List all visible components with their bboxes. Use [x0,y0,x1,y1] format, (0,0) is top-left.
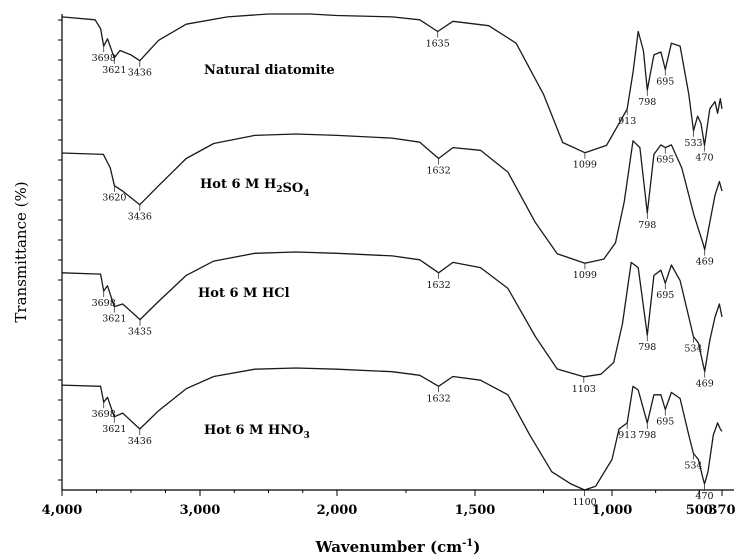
peak-label: 3621 [102,424,126,435]
x-axis-title: Wavenumber (cm-1) [315,538,481,556]
peak-label: 469 [696,379,714,390]
series-line [61,13,723,154]
peak-label: 798 [638,430,656,441]
peak-label: 3620 [102,193,126,204]
series-name-part: Hot 6 M HNO [204,423,303,438]
x-tick-label: 4,000 [42,503,83,518]
series-name-part: 3 [303,431,309,441]
y-ticks [58,19,62,481]
peak-label: 1099 [573,270,597,281]
peak-label: 3436 [128,68,152,79]
peak-label: 3698 [92,298,116,309]
series-name-label: Natural diatomite [204,63,335,78]
x-tick-label: 2,000 [317,503,358,518]
peak-label: 3621 [102,65,126,76]
x-tick-label: 3,000 [180,503,221,518]
x-tick-label: 370 [708,503,735,518]
series-line [61,251,723,378]
y-axis-title: Transmittance (%) [12,181,30,322]
peak-label: 1632 [427,280,451,291]
x-axis-title-sup: -1 [462,538,473,549]
peak-label: 533 [684,138,702,149]
series-name-label: Hot 6 M HNO3 [204,423,310,441]
peak-label: 3436 [128,212,152,223]
series-name-part: 2 [276,185,282,195]
peak-label: 534 [684,344,702,355]
peak-label: 913 [618,430,636,441]
peak-label: 1635 [426,39,450,50]
x-tick-label: 1,000 [592,503,633,518]
peak-label: 695 [656,417,674,428]
peak-label: 695 [656,290,674,301]
series-name-part: 4 [303,189,309,199]
peak-label: 3436 [128,436,152,447]
peak-label: 1632 [427,393,451,404]
peak-label: 1100 [573,497,597,508]
series-name-part: SO [283,181,304,196]
peak-label: 798 [638,97,656,108]
peak-label: 470 [695,152,713,163]
peak-label: 913 [618,116,636,127]
series-name-label: Hot 6 M H2SO4 [200,177,310,199]
peak-label: 3698 [92,409,116,420]
peak-label: 534 [684,460,702,471]
x-tick-label: 500 [686,503,713,518]
peak-label: 798 [638,220,656,231]
series-name-label: Hot 6 M HCl [198,286,290,301]
peak-label: 695 [656,155,674,166]
peak-label: 3621 [102,314,126,325]
series-name-part: Hot 6 M H [200,177,276,192]
x-axis-title-main: Wavenumber (cm [315,538,463,556]
peak-label: 695 [656,77,674,88]
peak-label: 3435 [128,327,152,338]
x-tick-label: 1,500 [455,503,496,518]
peak-label: 1099 [573,160,597,171]
peak-label: 1103 [572,384,596,395]
peak-label: 3698 [92,53,116,64]
peak-label: 798 [638,342,656,353]
peak-label: 1632 [427,166,451,177]
series-line [61,133,723,264]
peak-label: 469 [696,257,714,268]
x-axis-title-close: ) [473,538,480,556]
peak-label: 470 [695,491,713,502]
